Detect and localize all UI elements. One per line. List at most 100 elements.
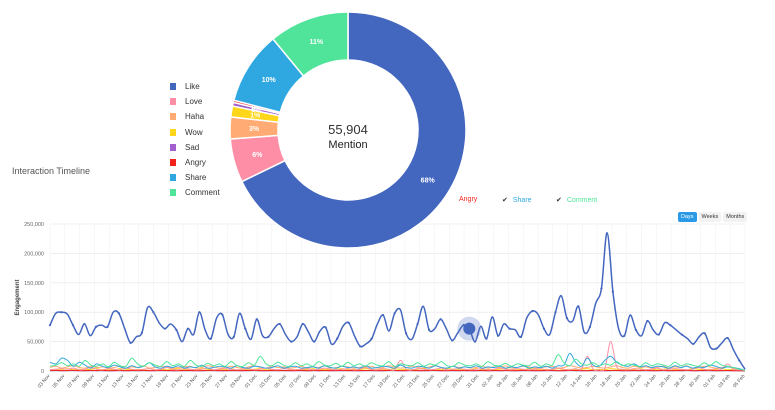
data-point [48,324,52,327]
legend-swatch [170,113,176,121]
legend-item-sad[interactable]: Sad [170,140,220,155]
y-tick-label: 250,000 [24,222,44,228]
donut-center-label: Mention [328,139,367,151]
data-point [278,322,281,326]
data-point [485,337,488,340]
x-tick-label: 05 Feb [732,373,747,389]
legend-item-love[interactable]: Love [170,94,220,109]
data-point [439,318,442,321]
data-point [129,341,132,344]
data-point [209,337,212,340]
data-point [336,337,339,340]
y-tick-label: 150,000 [24,281,44,287]
data-point [542,327,546,330]
data-point [94,325,98,328]
x-tick-label: 19 Dec [377,373,392,389]
data-point [106,325,109,328]
x-tick-label: 02 Jan [481,373,495,389]
series-toggle-share[interactable]: ✔ Share [502,196,532,205]
data-point [726,336,729,340]
data-point [267,335,270,338]
legend-item-wow[interactable]: Wow [170,125,220,140]
data-point [83,322,86,326]
data-point [623,334,626,337]
x-tick-label: 23 Dec [406,373,421,389]
slice-label: 1% [250,113,261,120]
x-tick-label: 22 Jan [629,373,643,389]
data-point [405,332,408,335]
data-point [519,335,523,338]
range-button-weeks[interactable]: Weeks [698,212,722,222]
data-point [221,313,224,316]
legend-label: Like [185,82,200,92]
donut-slice-comment[interactable] [271,11,349,78]
data-point [508,327,511,330]
x-tick-label: 27 Nov [214,373,229,389]
legend-swatch [170,143,176,151]
check-icon: ✔ [502,197,508,204]
range-button-days[interactable]: Days [678,212,697,222]
x-tick-label: 13 Dec [332,373,347,389]
data-point [324,326,327,329]
data-point [692,342,695,346]
x-tick-label: 01 Feb [702,373,717,389]
y-tick-label: 50,000 [27,340,44,346]
slice-label: 10% [262,77,277,84]
section-title: Interaction Timeline [12,166,91,176]
x-tick-label: 23 Nov [185,373,200,389]
highlight-point[interactable] [463,322,476,335]
timeline-grid [49,223,746,372]
donut-slice-like[interactable] [240,11,467,249]
x-tick-label: 25 Nov [199,373,214,389]
x-tick-label: 19 Nov [155,373,170,389]
x-tick-label: 12 Jan [555,373,569,389]
data-point [71,324,75,327]
data-point [577,305,580,308]
series-toggle-angry[interactable]: Angry [459,196,477,203]
data-point [565,316,569,320]
range-button-months[interactable]: Months [723,212,748,222]
legend-label: Love [185,97,203,107]
legend-item-comment[interactable]: Comment [170,185,220,200]
data-point [657,333,660,336]
data-point [244,327,247,330]
data-point [738,359,741,362]
range-buttons: Days Weeks Months [678,212,748,222]
legend-swatch [170,128,176,136]
data-point [393,312,396,315]
x-tick-label: 09 Nov [81,373,96,389]
data-point [646,319,649,323]
data-point [634,328,637,331]
legend-item-haha[interactable]: Haha [170,109,220,124]
series-toggle-comment[interactable]: ✔ Comment [556,196,597,205]
series-line-love [49,341,746,372]
x-tick-label: 28 Jan [673,373,687,389]
legend-item-angry[interactable]: Angry [170,155,220,170]
legend-item-share[interactable]: Share [170,170,220,185]
data-point [611,290,614,293]
x-tick-label: 15 Dec [347,373,362,389]
legend-swatch [170,83,176,91]
data-point [186,327,189,330]
x-tick-label: 07 Nov [66,373,81,389]
x-tick-label: 09 Dec [303,373,318,389]
x-tick-label: 03 Feb [717,373,732,389]
x-tick-label: 07 Dec [288,373,303,389]
legend-swatch [170,98,176,106]
data-point [496,334,500,337]
data-point [416,322,419,326]
data-point [669,324,672,327]
data-point [680,333,683,336]
legend-swatch [170,159,176,167]
x-tick-label: 08 Jan [525,373,539,389]
legend-item-like[interactable]: Like [170,79,220,94]
series-toggle-label: Angry [459,196,478,203]
data-point [703,332,706,335]
data-point [152,311,155,314]
data-point [347,321,350,324]
data-point [198,311,201,314]
data-point [175,328,178,331]
donut-legend: Like Love Haha Wow Sad Angry Share Comment [170,79,220,201]
legend-label: Angry [185,158,206,168]
